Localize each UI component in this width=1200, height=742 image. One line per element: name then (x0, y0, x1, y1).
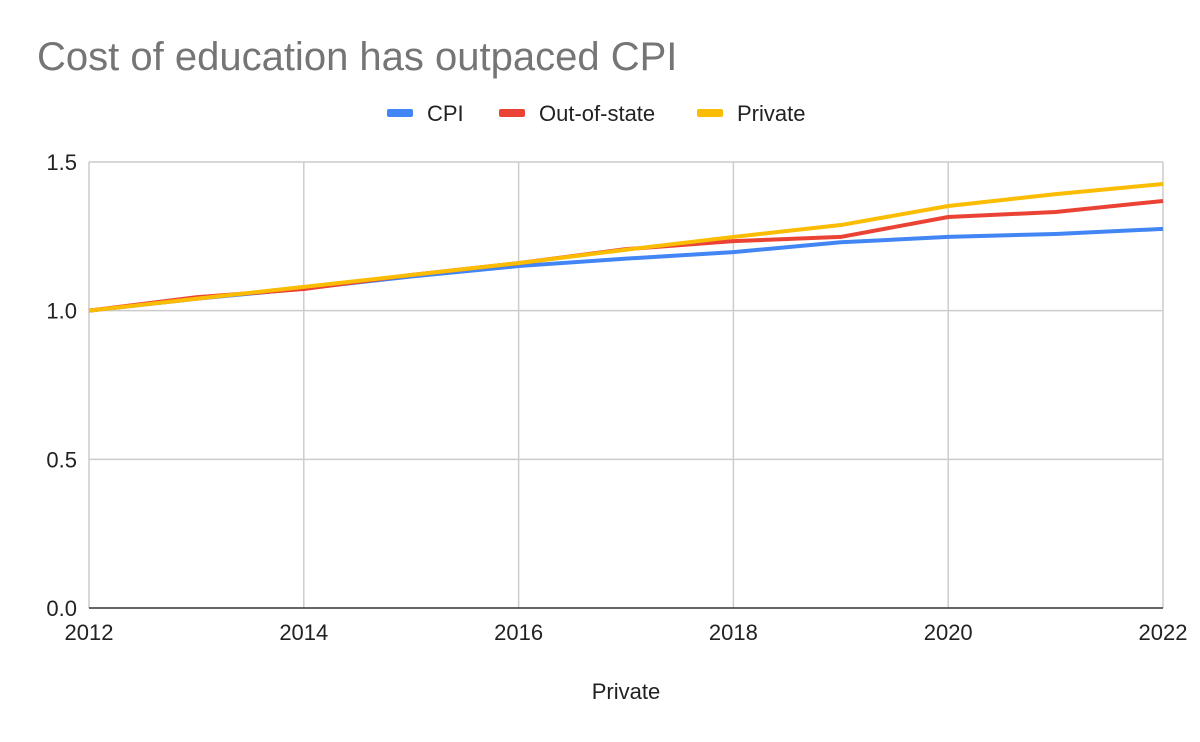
y-axis-ticks: 0.0 0.5 1.0 1.5 (46, 150, 77, 621)
x-axis-label: Private (592, 679, 660, 704)
x-axis-ticks: 2012 2014 2016 2018 2020 2022 (65, 620, 1188, 645)
legend-swatch (499, 109, 525, 117)
legend-swatch (697, 109, 723, 117)
y-tick-label: 0.5 (46, 447, 77, 472)
x-tick-label: 2022 (1139, 620, 1188, 645)
x-tick-label: 2016 (494, 620, 543, 645)
series-lines (88, 182, 1164, 313)
legend: CPI Out-of-state Private (387, 101, 805, 126)
legend-swatch (387, 109, 413, 117)
x-tick-label: 2018 (709, 620, 758, 645)
legend-label: CPI (427, 101, 464, 126)
y-tick-label: 1.0 (46, 299, 77, 324)
x-tick-label: 2012 (65, 620, 114, 645)
y-tick-label: 1.5 (46, 150, 77, 175)
series-line-cpi (88, 226, 1164, 313)
gridlines (88, 161, 1164, 609)
legend-label: Out-of-state (539, 101, 655, 126)
x-tick-label: 2014 (279, 620, 328, 645)
series-line-private (88, 182, 1164, 313)
y-tick-label: 0.0 (46, 596, 77, 621)
x-tick-label: 2020 (924, 620, 973, 645)
legend-label: Private (737, 101, 805, 126)
chart-title: Cost of education has outpaced CPI (37, 35, 677, 79)
